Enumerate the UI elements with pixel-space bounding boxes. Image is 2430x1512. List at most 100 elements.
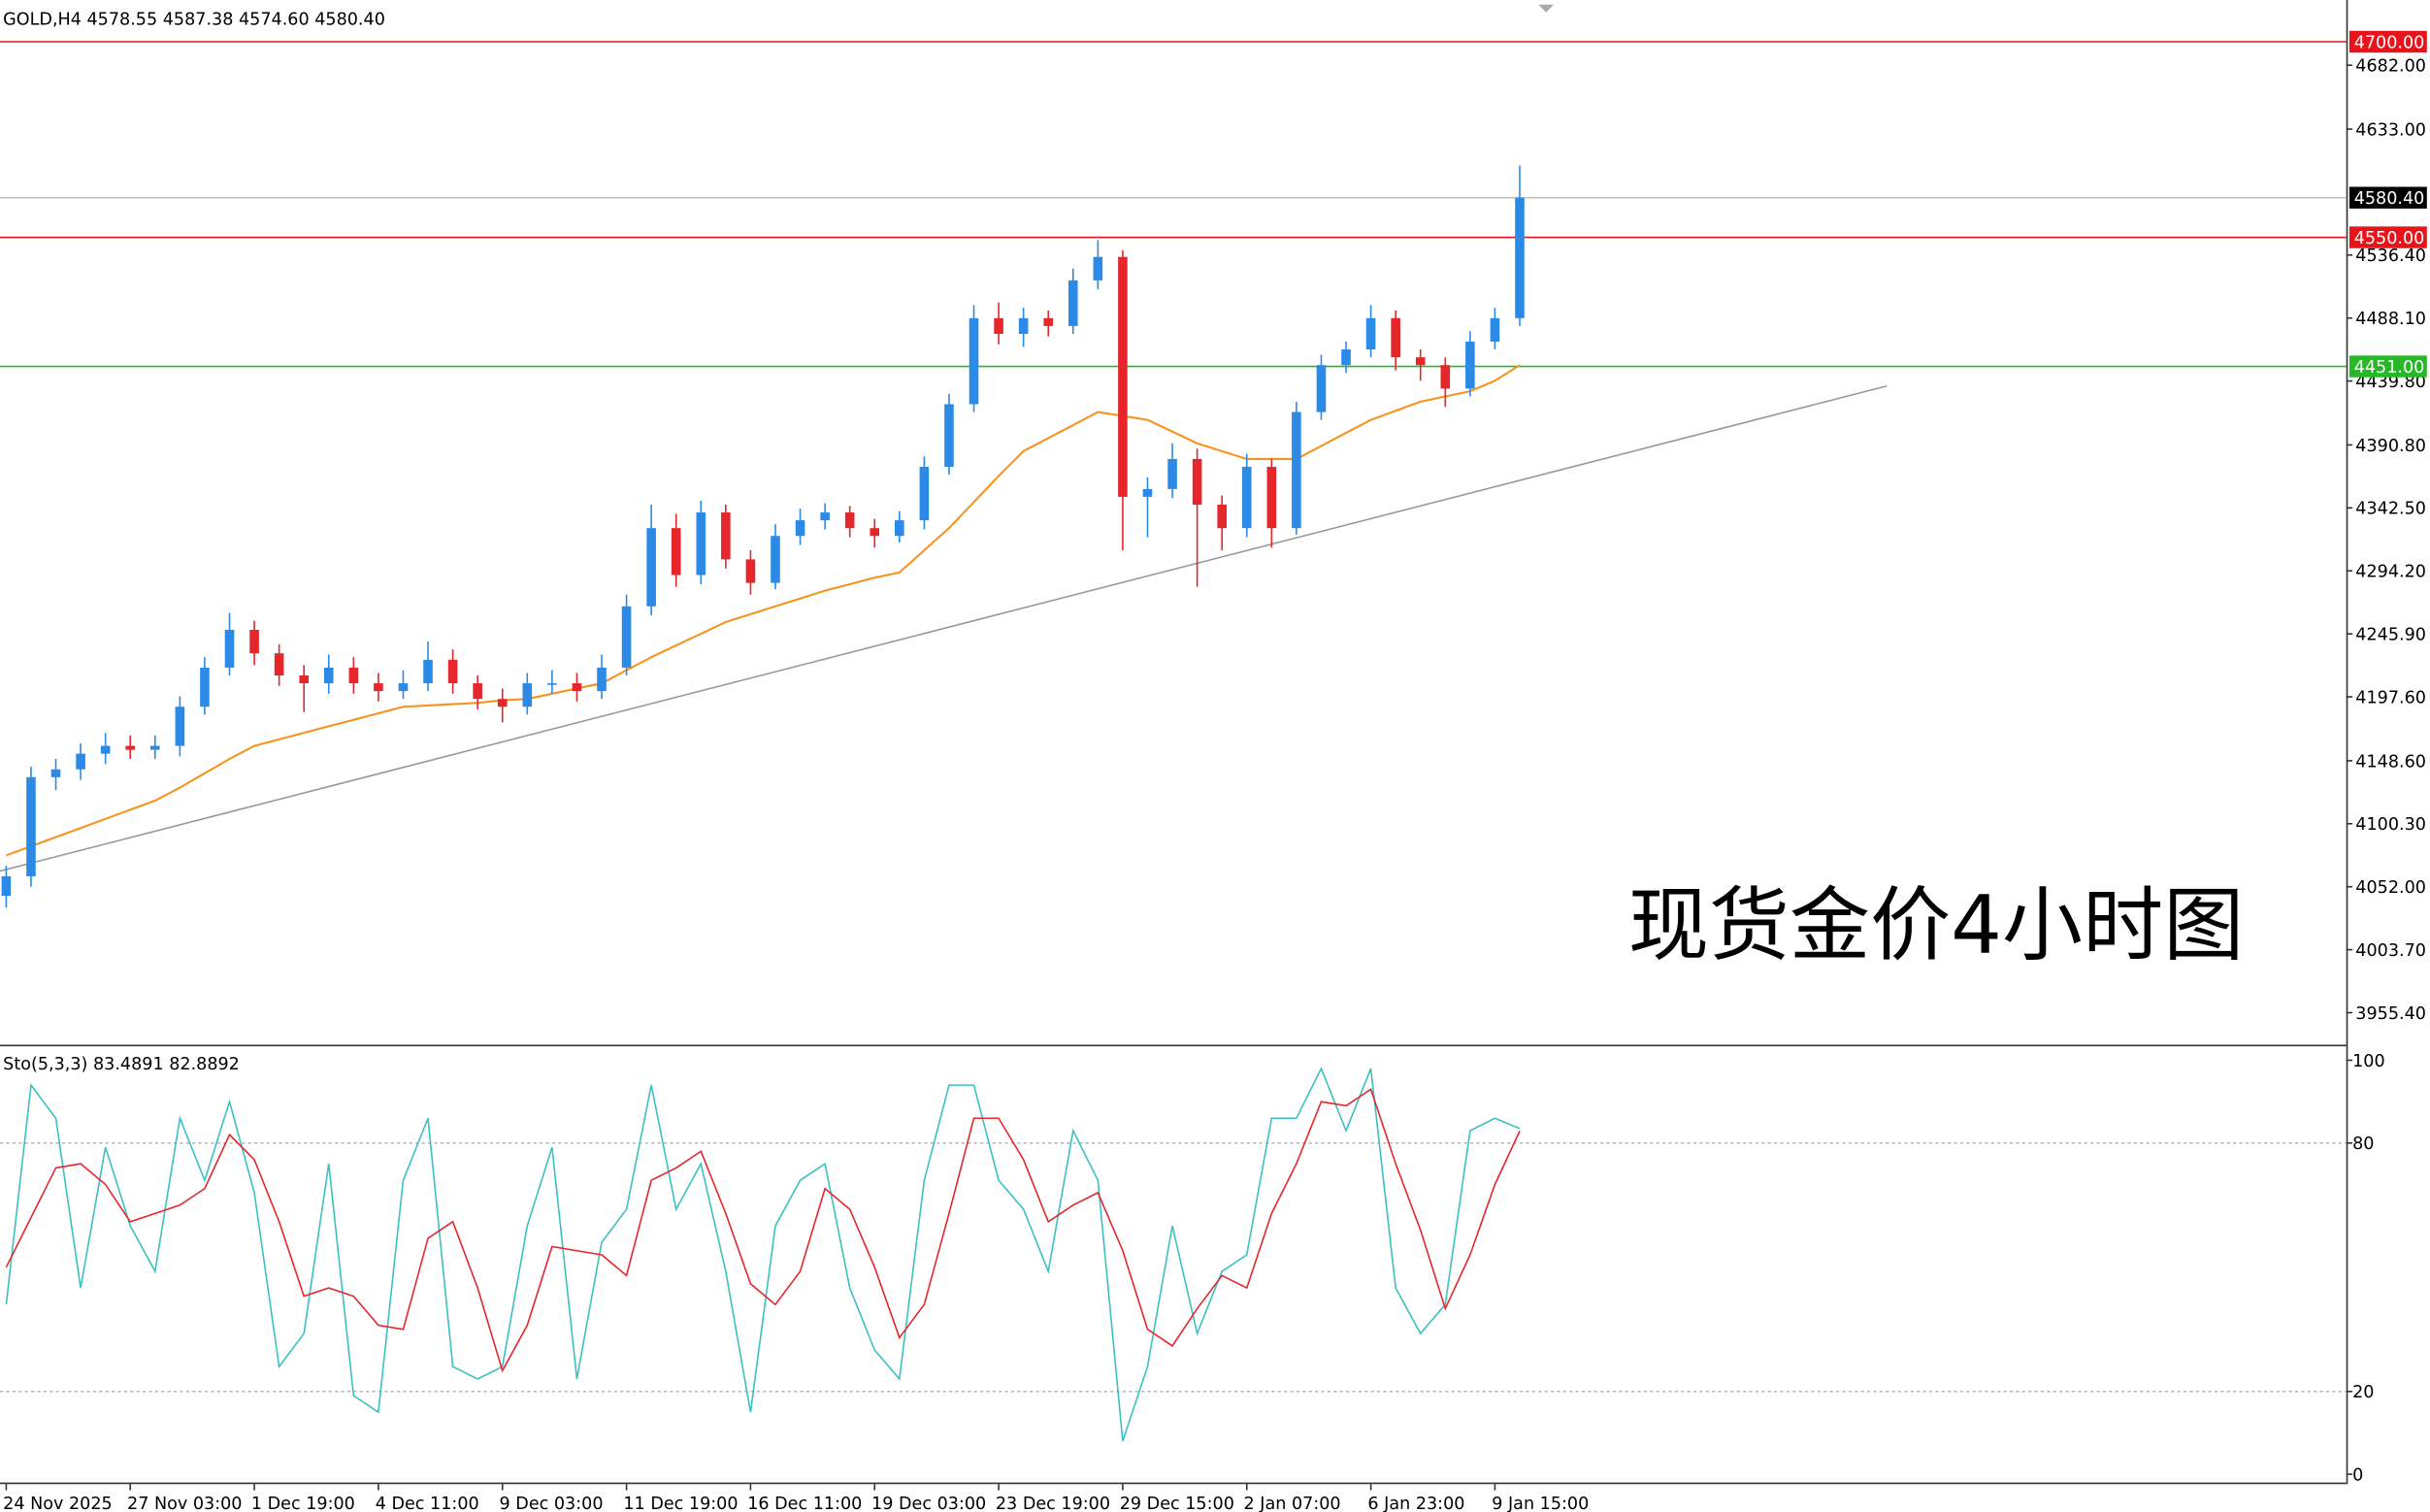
x-tick-label: 27 Nov 03:00 xyxy=(127,1495,242,1512)
y-tick-label: 4439.80 xyxy=(2355,373,2426,392)
x-tick-label: 6 Jan 23:00 xyxy=(1367,1495,1464,1512)
candle-body xyxy=(1067,279,1078,326)
candle-body xyxy=(1465,342,1475,389)
y-tick-label: 20 xyxy=(2352,1383,2374,1402)
candle-body xyxy=(1217,504,1227,529)
candle-body xyxy=(348,667,359,684)
candle-body xyxy=(374,683,383,692)
candle-body xyxy=(696,512,706,575)
x-tick-label: 29 Dec 15:00 xyxy=(1120,1495,1234,1512)
candle-body xyxy=(745,559,756,583)
y-tick-label: 4390.80 xyxy=(2355,437,2426,456)
y-tick-label: 0 xyxy=(2352,1465,2363,1485)
candle-body xyxy=(547,683,557,685)
candle-body xyxy=(795,520,805,537)
candle-body xyxy=(299,675,309,684)
y-tick-label: 80 xyxy=(2352,1134,2374,1154)
candle-body xyxy=(100,745,111,754)
indicator-title: Sto(5,3,3) 83.4891 82.8892 xyxy=(3,1055,240,1074)
candle-body xyxy=(249,629,259,654)
y-tick-label: 100 xyxy=(2352,1052,2385,1071)
candle-body xyxy=(870,528,880,537)
chart-title: GOLD,H4 4578.55 4587.38 4574.60 4580.40 xyxy=(3,11,385,30)
candle-body xyxy=(1415,357,1426,366)
candle-body xyxy=(522,683,533,707)
candle-body xyxy=(1093,256,1103,280)
candle-body xyxy=(1018,317,1029,334)
candle-body xyxy=(969,317,979,405)
candle-body xyxy=(1192,458,1202,505)
y-tick-label: 4633.00 xyxy=(2355,120,2426,140)
candle-body xyxy=(1515,197,1525,318)
candle-body xyxy=(497,699,508,707)
y-tick-label: 4148.60 xyxy=(2355,752,2426,772)
candle-body xyxy=(447,659,458,684)
candle-body xyxy=(323,667,334,684)
x-tick-label: 9 Jan 15:00 xyxy=(1492,1495,1589,1512)
price-label-box xyxy=(2348,30,2427,53)
y-tick-label: 4682.00 xyxy=(2355,57,2426,77)
y-tick-label: 4052.00 xyxy=(2355,878,2426,898)
candle-body xyxy=(125,745,136,750)
candle-body xyxy=(844,512,855,529)
y-tick-label: 3955.40 xyxy=(2355,1004,2426,1024)
price-label-box xyxy=(2348,186,2427,209)
candle-body xyxy=(150,745,160,750)
candle-body xyxy=(1365,317,1376,350)
price-label-box xyxy=(2348,355,2427,378)
candle-body xyxy=(621,606,632,668)
candle-body xyxy=(76,753,85,770)
x-tick-label: 2 Jan 07:00 xyxy=(1244,1495,1341,1512)
candle-body xyxy=(895,520,904,537)
x-tick-label: 16 Dec 11:00 xyxy=(747,1495,862,1512)
x-tick-label: 4 Dec 11:00 xyxy=(376,1495,479,1512)
y-tick-label: 4003.70 xyxy=(2355,941,2426,961)
candle-body xyxy=(26,776,36,876)
price-label: 4451.00 xyxy=(2354,358,2425,378)
candle-body xyxy=(919,467,930,521)
candle-body xyxy=(1391,317,1400,358)
candle-body xyxy=(994,317,1003,334)
trendline xyxy=(0,384,1888,872)
candle-body xyxy=(944,404,954,468)
y-tick-label: 4197.60 xyxy=(2355,688,2426,707)
x-tick-label: 11 Dec 19:00 xyxy=(623,1495,738,1512)
candle-body xyxy=(572,683,582,692)
candle-body xyxy=(771,536,780,583)
y-tick-label: 4245.90 xyxy=(2355,626,2426,645)
candle-body xyxy=(646,528,656,607)
candle-body xyxy=(1167,458,1177,489)
candle-body xyxy=(1043,317,1054,326)
price-label: 4550.00 xyxy=(2354,229,2425,248)
candle-body xyxy=(274,653,284,676)
x-tick-label: 23 Dec 19:00 xyxy=(996,1495,1110,1512)
indicator-line xyxy=(5,1067,1521,1442)
price-label: 4700.00 xyxy=(2354,33,2425,52)
price-label: 4580.40 xyxy=(2354,189,2425,209)
candle-body xyxy=(1118,256,1128,497)
candle-body xyxy=(1,875,12,897)
x-tick-label: 19 Dec 03:00 xyxy=(871,1495,986,1512)
candle-body xyxy=(671,528,681,575)
candle-body xyxy=(820,512,830,521)
candle-body xyxy=(1292,411,1301,529)
candle-body xyxy=(597,667,607,692)
candle-body xyxy=(721,512,731,560)
candle-body xyxy=(1490,317,1500,343)
candle-body xyxy=(1341,349,1351,366)
x-tick-label: 24 Nov 2025 xyxy=(3,1495,113,1512)
candle-body xyxy=(175,707,185,746)
x-tick-label: 1 Dec 19:00 xyxy=(251,1495,355,1512)
shift-marker xyxy=(1538,4,1555,13)
y-tick-label: 4536.40 xyxy=(2355,247,2426,266)
candle-body xyxy=(224,629,235,668)
candle-body xyxy=(1440,365,1451,389)
price-label-box xyxy=(2348,226,2427,248)
candle-body xyxy=(1241,467,1252,529)
moving-average xyxy=(6,364,1521,857)
candle-body xyxy=(200,667,210,707)
indicator-line xyxy=(5,1088,1521,1373)
